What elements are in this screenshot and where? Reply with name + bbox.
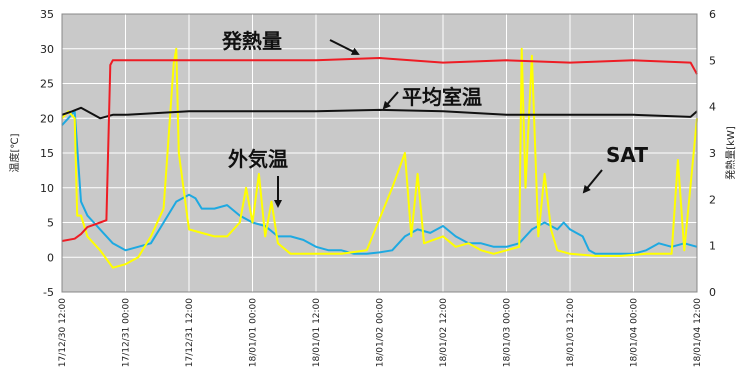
y-left-tick-label: 20 — [40, 112, 54, 125]
y-right-tick-label: 1 — [709, 240, 716, 253]
y-left-axis-label: 温度[℃] — [8, 133, 21, 172]
y-right-tick-label: 6 — [709, 8, 716, 21]
x-tick-label: 18/01/02 12:00 — [439, 298, 449, 367]
y-right-tick-label: 5 — [709, 54, 716, 67]
y-left-tick-label: 10 — [40, 182, 54, 195]
x-tick-label: 18/01/02 00:00 — [376, 298, 386, 367]
anno-room-temp-arrow — [382, 91, 399, 110]
y-left-tick-label: 15 — [40, 147, 54, 160]
x-tick-label: 17/12/30 12:00 — [58, 298, 68, 367]
x-tick-label: 18/01/04 12:00 — [693, 298, 703, 367]
anno-heat-label: 発熱量 — [221, 29, 282, 53]
anno-outdoor-label: 外気温 — [228, 147, 288, 171]
anno-sat-label: SAT — [606, 143, 648, 167]
y-right-tick-label: 2 — [709, 193, 716, 206]
anno-room-temp-label: 平均室温 — [402, 85, 482, 109]
x-tick-label: 18/01/01 12:00 — [312, 298, 322, 367]
axes: -5 0 5 10 15 20 25 30 35 0 1 2 3 4 5 6 17/12/30 12:00 17/… — [8, 8, 737, 367]
plot-frame — [61, 13, 698, 293]
x-tick-label: 18/01/04 00:00 — [630, 298, 640, 367]
series-line-sat — [61, 47, 698, 269]
anno-sat-arrow — [582, 169, 603, 194]
y-right-tick-label: 4 — [709, 101, 716, 114]
series-line-room — [61, 106, 698, 120]
y-left-tick-label: 30 — [40, 43, 54, 56]
series-line-heat — [61, 57, 698, 242]
y-right-tick-label: 0 — [709, 286, 716, 299]
y-left-tick-label: 0 — [47, 251, 54, 264]
y-right-tick-label: 3 — [709, 147, 716, 160]
series-group — [61, 47, 698, 269]
x-tick-label: 18/01/03 00:00 — [503, 298, 513, 367]
y-left-tick-label: 5 — [47, 217, 54, 230]
x-tick-label: 17/12/31 00:00 — [122, 298, 132, 367]
y-left-tick-label: -5 — [43, 286, 54, 299]
y-left-tick-label: 35 — [40, 8, 54, 21]
x-tick-label: 18/01/03 12:00 — [566, 298, 576, 367]
y-right-axis-label: 発熱量[kW] — [724, 126, 737, 180]
x-tick-label: 17/12/31 12:00 — [185, 298, 195, 367]
y-left-tick-label: 25 — [40, 78, 54, 91]
anno-heat-arrow — [329, 39, 360, 55]
x-tick-label: 18/01/01 00:00 — [249, 298, 259, 367]
